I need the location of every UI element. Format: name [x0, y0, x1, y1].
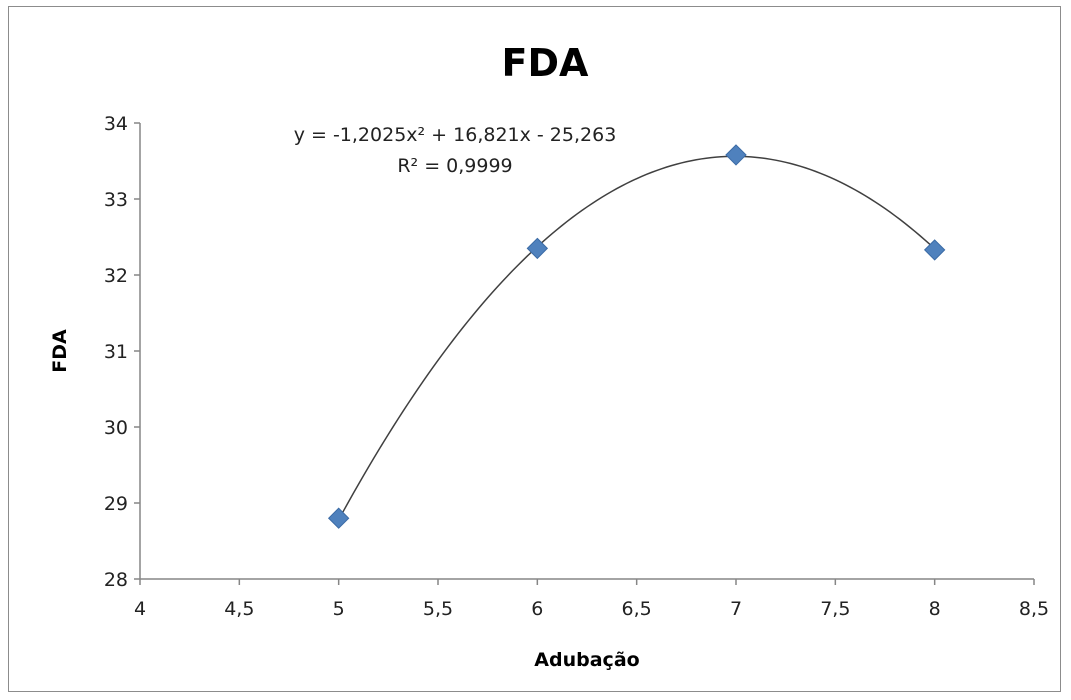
chart-frame: [8, 6, 1061, 692]
x-tick-label: 8,5: [1019, 598, 1049, 620]
x-tick-label: 4,5: [224, 598, 254, 620]
trendline-equation: y = -1,2025x² + 16,821x - 25,263: [294, 124, 617, 146]
data-point: [526, 237, 549, 260]
y-tick-label: 34: [104, 113, 128, 135]
y-axis-title: FDA: [49, 329, 71, 373]
data-point: [725, 144, 747, 166]
chart-title: FDA: [502, 41, 590, 85]
y-tick-label: 32: [104, 265, 128, 287]
data-points: [327, 144, 946, 529]
x-tick-label: 7: [730, 598, 742, 620]
y-tick-label: 30: [104, 417, 128, 439]
x-tick-label: 6,5: [622, 598, 652, 620]
y-tick-label: 33: [104, 189, 128, 211]
data-point: [923, 239, 946, 261]
x-axis-ticks: 4 4,5 5 5,5 6 6,5 7 7,5 8 8,5: [134, 579, 1049, 620]
y-tick-label: 29: [104, 493, 128, 515]
x-tick-label: 5: [333, 598, 345, 620]
data-point: [327, 507, 350, 529]
trendline: [338, 155, 936, 521]
x-tick-label: 6: [531, 598, 543, 620]
axes: [139, 123, 1034, 580]
y-tick-label: 31: [104, 341, 128, 363]
y-tick-label: 28: [104, 569, 128, 591]
x-tick-label: 8: [929, 598, 941, 620]
r-squared-label: R² = 0,9999: [397, 155, 512, 177]
y-axis-ticks: 28 29 30 31 32 33 34: [104, 113, 140, 591]
x-tick-label: 7,5: [820, 598, 850, 620]
x-tick-label: 4: [134, 598, 146, 620]
x-axis-title: Adubação: [534, 649, 639, 671]
x-tick-label: 5,5: [423, 598, 453, 620]
